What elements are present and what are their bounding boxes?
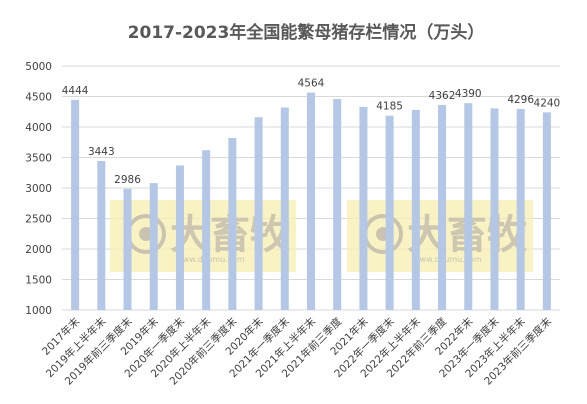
y-tick-label: 5000 [25,61,52,73]
data-label: 4390 [455,88,482,100]
y-tick-label: 4000 [25,122,52,134]
y-tick-label: 2500 [25,214,52,226]
data-label: 4362 [429,90,456,102]
bars [71,92,551,311]
bar [71,99,80,310]
bar [385,115,394,310]
bar [280,107,289,310]
y-tick-label: 2000 [25,244,52,256]
y-axis-ticks: 1000 1500 2000 2500 3000 3500 4000 4500 5000 [25,61,52,317]
y-tick-label: 1500 [25,275,52,287]
y-tick-label: 1000 [25,305,52,317]
bar [202,150,211,310]
bar [333,98,342,310]
data-label: 4296 [507,94,534,106]
data-label: 4564 [298,78,325,90]
bar [175,165,184,310]
y-tick-label: 4500 [25,92,52,104]
chart-title: 2017-2023年全国能繁母猪存栏情况（万头） [128,22,485,43]
bar [411,109,420,310]
watermark-site: www.dxumu.com [176,255,245,264]
bar [307,92,315,310]
bar [97,160,106,310]
data-label: 4240 [534,97,561,109]
data-label: 3443 [88,146,115,158]
watermark-dot-icon [139,227,153,241]
watermark-site: www.dxumu.com [413,255,482,264]
bar [542,112,551,310]
y-tick-label: 3500 [25,153,52,165]
bar [516,108,525,310]
x-axis-ticks: 2017年末2019年上半年末2019年前三季度末2019年末2020年一季度末… [39,315,554,388]
bar [464,103,473,311]
data-label: 2986 [114,174,141,186]
bar [438,104,447,310]
data-labels: 4444 3443 2986 4564 4185 4362 4390 4296 4240 [62,78,561,186]
bar [254,117,263,311]
bar [490,108,499,311]
y-tick-label: 3000 [25,183,52,195]
data-label: 4444 [62,85,89,97]
data-label: 4185 [376,101,403,113]
bar [123,188,132,310]
bar [359,106,368,310]
bar [228,137,237,310]
bar [149,183,158,310]
